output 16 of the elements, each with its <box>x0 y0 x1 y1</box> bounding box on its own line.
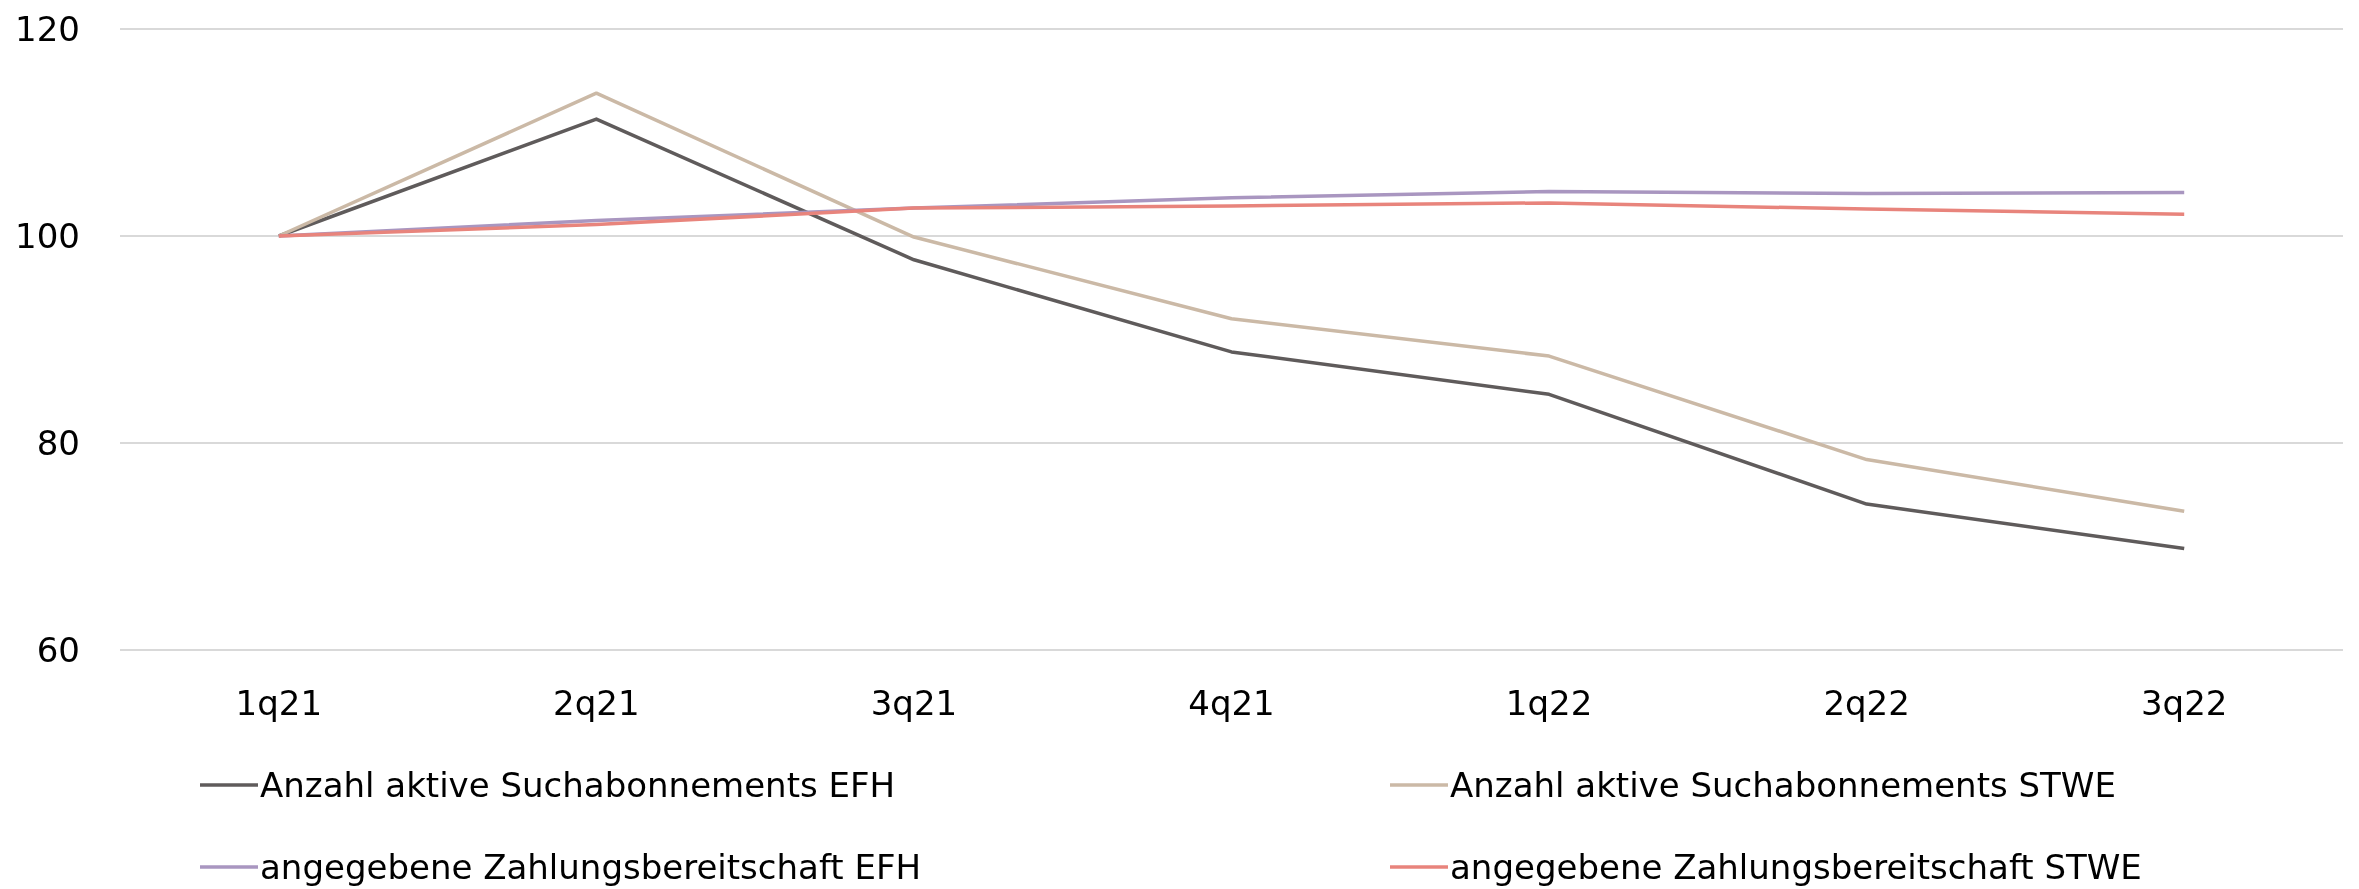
y-tick-label: 60 <box>36 629 80 670</box>
line-series <box>277 201 2186 238</box>
x-tick-label: 4q21 <box>1188 683 1275 723</box>
x-tick-label: 3q21 <box>870 683 958 723</box>
x-tick-label: 1q21 <box>235 683 323 723</box>
legend-label: angegebene Zahlungsbereitschaft STWE <box>1450 846 2142 887</box>
x-tick-label: 3q22 <box>2140 683 2228 723</box>
y-tick-label: 120 <box>15 8 80 49</box>
x-tick-label: 2q21 <box>553 683 640 723</box>
legend-label: Anzahl aktive Suchabonnements EFH <box>260 764 896 805</box>
legend-label: angegebene Zahlungsbereitschaft EFH <box>260 846 922 887</box>
x-tick-label: 2q22 <box>1823 683 1910 723</box>
y-tick-label: 100 <box>15 215 80 256</box>
y-tick-label: 80 <box>36 422 80 463</box>
legend-label: Anzahl aktive Suchabonnements STWE <box>1450 764 2116 805</box>
x-tick-label: 1q22 <box>1505 683 1593 723</box>
